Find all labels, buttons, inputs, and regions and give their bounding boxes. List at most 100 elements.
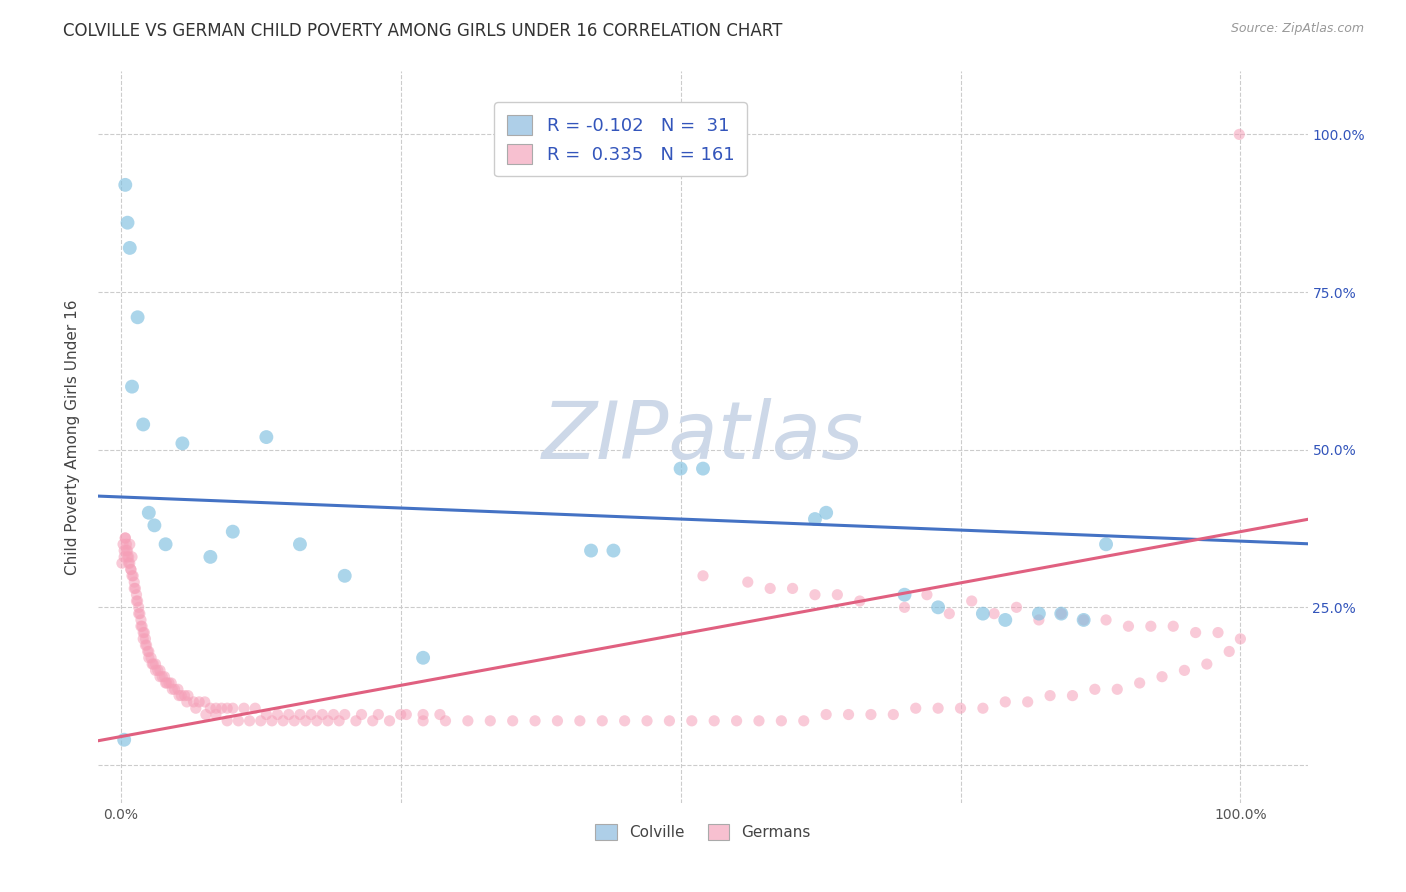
Point (128, 600, 150, 615)
Point (350, 707, 373, 722)
Point (266, 707, 288, 722)
Point (249, 714, 271, 728)
Point (1150, 670, 1173, 684)
Point (138, 644, 160, 658)
Point (131, 619, 153, 633)
Point (205, 707, 228, 722)
Point (127, 594, 149, 608)
Point (217, 701, 239, 715)
Point (121, 569, 143, 583)
Point (120, 562, 142, 576)
Point (692, 461, 714, 475)
Point (117, 216, 139, 230)
Point (938, 607, 960, 621)
Point (160, 676, 183, 690)
Point (848, 594, 870, 608)
Point (112, 732, 135, 747)
Point (167, 689, 190, 703)
Point (121, 549, 143, 564)
Text: Source: ZipAtlas.com: Source: ZipAtlas.com (1230, 22, 1364, 36)
Text: ZIPatlas: ZIPatlas (541, 398, 865, 476)
Point (277, 707, 299, 722)
Point (412, 714, 434, 728)
Point (184, 701, 207, 715)
Point (949, 701, 972, 715)
Point (1229, 632, 1251, 646)
Point (1227, 128, 1250, 142)
Point (128, 607, 150, 621)
Point (725, 714, 748, 728)
Point (283, 714, 305, 728)
Point (217, 714, 239, 728)
Point (149, 670, 172, 684)
Point (125, 588, 148, 602)
Point (305, 714, 328, 728)
Point (389, 707, 412, 722)
Point (838, 707, 860, 722)
Point (222, 524, 245, 539)
Point (170, 689, 193, 703)
Point (1084, 682, 1107, 697)
Point (759, 582, 782, 596)
Point (200, 701, 222, 715)
Point (134, 625, 156, 640)
Point (983, 607, 1005, 621)
Point (128, 607, 150, 621)
Point (117, 549, 139, 564)
Point (1118, 619, 1140, 633)
Point (960, 594, 983, 608)
Point (122, 575, 145, 590)
Point (112, 537, 135, 551)
Point (927, 600, 949, 615)
Point (636, 714, 658, 728)
Text: COLVILLE VS GERMAN CHILD POVERTY AMONG GIRLS UNDER 16 CORRELATION CHART: COLVILLE VS GERMAN CHILD POVERTY AMONG G… (63, 22, 783, 40)
Point (211, 701, 233, 715)
Point (429, 707, 451, 722)
Point (782, 582, 804, 596)
Point (112, 549, 135, 564)
Point (1039, 689, 1062, 703)
Point (1028, 607, 1050, 621)
Point (150, 670, 173, 684)
Point (994, 613, 1017, 627)
Point (271, 714, 294, 728)
Point (146, 664, 169, 678)
Point (1062, 689, 1084, 703)
Point (412, 707, 434, 722)
Point (134, 638, 156, 652)
Point (177, 689, 200, 703)
Point (118, 556, 141, 570)
Point (1107, 682, 1129, 697)
Point (859, 707, 882, 722)
Point (139, 650, 162, 665)
Point (254, 430, 277, 444)
Point (737, 575, 759, 590)
Point (135, 638, 157, 652)
Point (117, 543, 139, 558)
Point (546, 714, 568, 728)
Point (412, 650, 434, 665)
Point (157, 676, 180, 690)
Point (143, 518, 166, 533)
Point (804, 512, 827, 526)
Point (703, 714, 725, 728)
Point (893, 600, 915, 615)
Point (1050, 607, 1073, 621)
Point (114, 178, 136, 192)
Legend: Colville, Germans: Colville, Germans (589, 817, 817, 847)
Point (115, 543, 138, 558)
Point (138, 506, 160, 520)
Point (591, 714, 613, 728)
Point (118, 537, 141, 551)
Point (228, 714, 250, 728)
Point (1206, 625, 1229, 640)
Y-axis label: Child Poverty Among Girls Under 16: Child Poverty Among Girls Under 16 (65, 300, 80, 574)
Point (915, 588, 938, 602)
Point (122, 569, 145, 583)
Point (322, 707, 344, 722)
Point (112, 543, 135, 558)
Point (748, 714, 770, 728)
Point (333, 707, 356, 722)
Point (200, 549, 222, 564)
Point (145, 657, 167, 671)
